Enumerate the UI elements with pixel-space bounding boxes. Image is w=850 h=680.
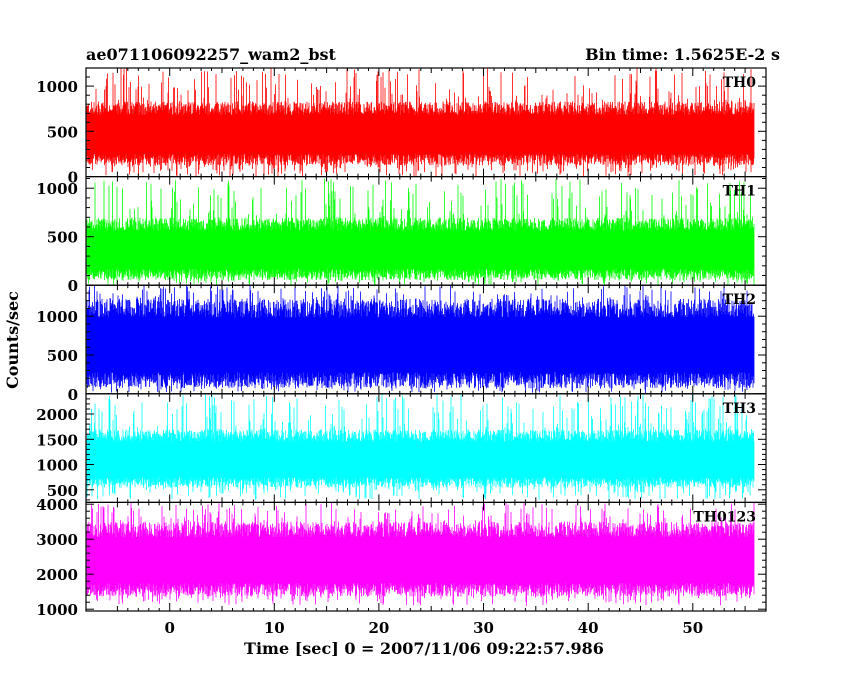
panel-frame — [85, 501, 767, 612]
series-th0123-line — [86, 502, 755, 606]
panel-th0: 0 500 1000 TH0 — [36, 67, 767, 187]
series-label-th1: TH1 — [723, 184, 756, 200]
x-tick-label: 0 — [164, 619, 174, 637]
series-label-th3: TH3 — [723, 401, 756, 417]
y-tick-label: 3000 — [36, 531, 78, 549]
y-tick-label: 1000 — [36, 180, 78, 198]
y-tick-label: 2000 — [36, 566, 78, 584]
series-th3-line — [86, 393, 755, 500]
panel-th3: 500 1000 1500 2000 TH3 — [36, 393, 767, 503]
y-tick-label: 0 — [68, 169, 78, 187]
y-tick-label: 1000 — [36, 457, 78, 475]
y-tick-label: 4000 — [36, 496, 78, 514]
panel-th1: 0 500 1000 TH1 — [36, 176, 767, 295]
panel-th2: 0 500 1000 TH2 — [36, 284, 767, 404]
y-tick-label: 0 — [68, 277, 78, 295]
bin-time-label: Bin time: 1.5625E-2 s — [585, 45, 780, 64]
x-tick-label: 10 — [264, 619, 285, 637]
y-axis-label: Counts/sec — [3, 291, 22, 389]
series-label-th0: TH0 — [723, 75, 757, 91]
x-tick-label: 40 — [578, 619, 599, 637]
y-tick-label: 500 — [47, 482, 78, 500]
series-label-th0123: TH0123 — [693, 509, 756, 525]
x-axis-label: Time [sec] 0 = 2007/11/06 09:22:57.986 — [244, 639, 604, 658]
y-tick-label: 1500 — [36, 431, 78, 449]
series-th2-line — [86, 285, 755, 393]
x-tick-label: 50 — [682, 619, 703, 637]
series-th0-line — [86, 68, 755, 177]
y-tick-label: 1000 — [36, 78, 78, 96]
y-tick-label: 1000 — [36, 308, 78, 326]
y-tick-label: 500 — [47, 123, 78, 141]
x-tick-label: 30 — [473, 619, 494, 637]
y-tick-label: 500 — [47, 229, 78, 247]
chart-title: ae071106092257_wam2_bst — [86, 45, 337, 64]
x-tick-label: 20 — [368, 619, 389, 637]
panel-th0123: 1000 2000 3000 4000 TH0123 — [36, 496, 767, 619]
y-tick-label: 500 — [47, 347, 78, 365]
y-tick-label: 2000 — [36, 406, 78, 424]
series-th1-line — [86, 178, 755, 286]
y-tick-label: 1000 — [36, 601, 78, 619]
series-label-th2: TH2 — [723, 292, 756, 308]
y-tick-label: 0 — [68, 386, 78, 404]
